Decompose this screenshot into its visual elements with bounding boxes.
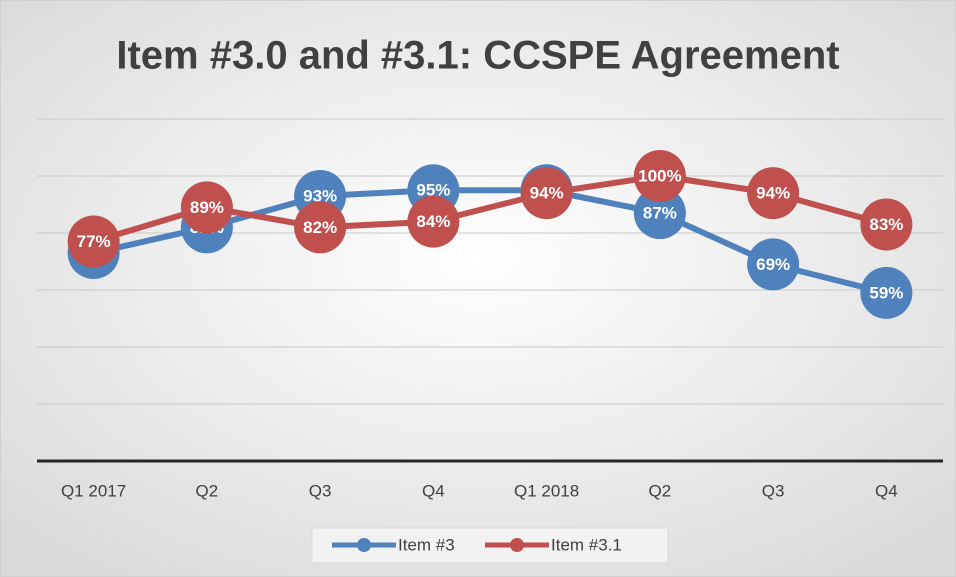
marker (407, 195, 460, 248)
x-tick-label: Q4 (422, 481, 445, 500)
data-label: 100% (638, 166, 681, 185)
marker (294, 201, 347, 254)
data-label: 95% (416, 181, 450, 200)
data-label: 77% (77, 232, 111, 251)
data-label: 69% (756, 255, 790, 274)
legend-label: Item #3 (398, 535, 455, 554)
data-label: 94% (530, 184, 564, 203)
marker (633, 150, 686, 202)
x-tick-label: Q1 2018 (514, 481, 579, 500)
legend-marker (357, 538, 371, 552)
x-tick-label: Q3 (309, 481, 332, 500)
data-label: 89% (190, 198, 224, 217)
x-tick-label: Q1 2017 (61, 481, 126, 500)
x-tick-label: Q3 (762, 481, 785, 500)
marker (520, 167, 573, 220)
data-label: 82% (303, 218, 337, 237)
legend-label: Item #3.1 (551, 535, 622, 554)
x-tick-label: Q2 (196, 481, 219, 500)
data-label: 84% (416, 212, 450, 231)
data-label: 87% (643, 204, 677, 223)
marker (633, 187, 686, 240)
legend-marker (510, 538, 524, 552)
marker (67, 215, 120, 268)
marker (860, 266, 913, 319)
chart-title: Item #3.0 and #3.1: CCSPE Agreement (116, 34, 839, 78)
marker (180, 181, 233, 234)
data-label: 83% (869, 215, 903, 234)
marker (747, 238, 800, 291)
data-label: 94% (756, 184, 790, 203)
marker (860, 198, 913, 251)
x-tick-label: Q4 (875, 481, 898, 500)
data-label: 93% (303, 186, 337, 205)
data-label: 59% (869, 283, 903, 302)
x-tick-label: Q2 (649, 481, 672, 500)
marker (747, 167, 800, 220)
